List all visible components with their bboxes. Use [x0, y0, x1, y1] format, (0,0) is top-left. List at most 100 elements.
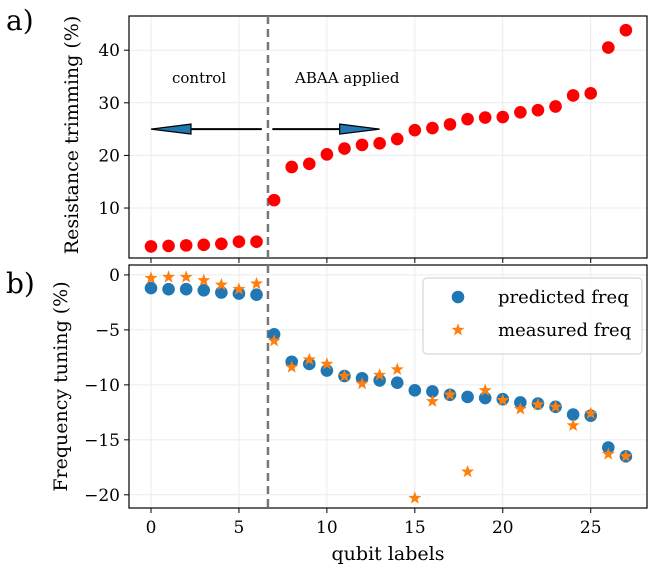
measured-freq-point: [232, 282, 246, 295]
resistance-point: [514, 105, 527, 119]
legend-marker-predicted: [451, 290, 465, 304]
y-tick-label-b: 0: [109, 266, 120, 286]
resistance-point: [144, 240, 158, 253]
y-tick-label-a: 40: [98, 41, 120, 61]
resistance-point: [461, 112, 474, 126]
measured-freq-point: [144, 271, 158, 284]
resistance-point: [602, 41, 615, 54]
measured-freq-point: [267, 334, 281, 347]
predicted-freq-point: [566, 408, 580, 421]
measured-freq-point: [250, 276, 263, 290]
measured-freq-point: [197, 273, 211, 286]
legend-label-measured: measured freq: [498, 320, 631, 341]
resistance-point: [373, 137, 386, 150]
predicted-freq-point: [144, 281, 158, 295]
measured-freq-point: [179, 270, 193, 283]
measured-freq-point: [390, 362, 404, 375]
measured-freq-point: [355, 376, 369, 390]
predicted-freq-point: [302, 357, 316, 371]
legend-box: [422, 277, 643, 355]
x-tick-label: 5: [234, 518, 245, 538]
measured-freq-point: [531, 397, 545, 411]
y-tick-label-b: −5: [95, 321, 120, 341]
panel-a: 10 20 30 40 Resistance trimming (%) control AB…: [61, 15, 648, 263]
measured-freq-point: [619, 449, 633, 462]
y-tick-label-a: 30: [98, 94, 120, 114]
measured-freq-point: [214, 277, 228, 291]
arrow-right-head: [339, 123, 380, 135]
x-axis-label: qubit labels: [332, 543, 445, 565]
measured-freq-point: [320, 357, 334, 370]
predicted-freq-point: [179, 282, 193, 296]
resistance-point: [355, 138, 369, 152]
measured-freq-point: [566, 418, 580, 432]
x-tick-label: 10: [316, 518, 338, 538]
predicted-freq-point: [197, 283, 211, 297]
measured-freq-point: [461, 464, 475, 478]
predicted-freq-point: [250, 288, 263, 301]
resistance-point: [162, 239, 175, 253]
resistance-point: [320, 148, 334, 161]
measured-freq-point: [338, 369, 351, 382]
panel-b: 0 −5 −10 −15 −20 0 5 10 15 20 25 Frequency tuning (…: [50, 264, 648, 565]
plot-frame-b: [128, 264, 648, 509]
predicted-freq-point: [426, 385, 439, 398]
measured-freq-point: [584, 406, 598, 419]
predicted-freq-point: [215, 286, 228, 299]
measured-freq-point: [443, 387, 457, 401]
measured-freq-point: [601, 447, 615, 460]
resistance-point: [584, 87, 598, 100]
y-tick-label-b: −20: [84, 486, 120, 506]
predicted-freq-point: [373, 374, 386, 387]
resistance-point: [478, 111, 492, 124]
measured-freq-point: [285, 360, 299, 373]
resistance-point: [179, 239, 193, 252]
arrow-left-head: [150, 123, 192, 135]
predicted-freq-point: [478, 391, 492, 405]
resistance-point: [531, 103, 545, 117]
resistance-point: [390, 132, 404, 146]
plot-frame-a: [128, 15, 648, 259]
resistance-point: [566, 89, 580, 102]
resistance-point: [215, 237, 228, 251]
y-tick-label-b: −10: [84, 376, 120, 396]
x-tick-label: 20: [492, 518, 514, 538]
resistance-point: [285, 160, 298, 174]
measured-freq-point: [425, 394, 439, 407]
resistance-point: [408, 123, 422, 137]
predicted-freq-point: [461, 390, 474, 404]
resistance-point: [250, 235, 263, 248]
x-tick-label: 25: [580, 518, 602, 538]
legend-marker-measured: [451, 323, 465, 336]
resistance-point: [232, 235, 246, 248]
annotation-abaa-applied: ABAA applied: [294, 69, 400, 87]
predicted-freq-point: [232, 287, 246, 300]
resistance-point: [302, 157, 316, 171]
y-tick-label-b: −15: [84, 431, 120, 451]
y-axis-label-a: Resistance trimming (%): [61, 16, 83, 254]
measured-freq-point: [513, 402, 527, 415]
resistance-point: [197, 238, 211, 252]
x-tick-label: 15: [404, 518, 426, 538]
measured-freq-point: [478, 383, 492, 396]
y-tick-label-a: 10: [98, 199, 120, 219]
legend-label-predicted: predicted freq: [498, 287, 629, 308]
measured-freq-point: [162, 270, 176, 283]
y-axis-label-b: Frequency tuning (%): [50, 281, 72, 491]
resistance-point: [426, 121, 439, 135]
panel-label-a: a): [6, 4, 34, 37]
measured-freq-point: [302, 352, 316, 366]
x-tick-label: 0: [146, 518, 157, 538]
measured-freq-point: [549, 400, 562, 413]
predicted-freq-point: [390, 376, 404, 389]
resistance-point: [549, 100, 562, 113]
predicted-freq-point: [162, 282, 175, 296]
y-tick-label-a: 20: [98, 146, 120, 166]
measured-freq-point: [408, 491, 422, 504]
resistance-point: [338, 142, 351, 155]
measured-freq-point: [496, 393, 510, 406]
resistance-point: [443, 118, 457, 131]
measured-freq-point: [373, 368, 387, 381]
resistance-point: [267, 193, 281, 207]
